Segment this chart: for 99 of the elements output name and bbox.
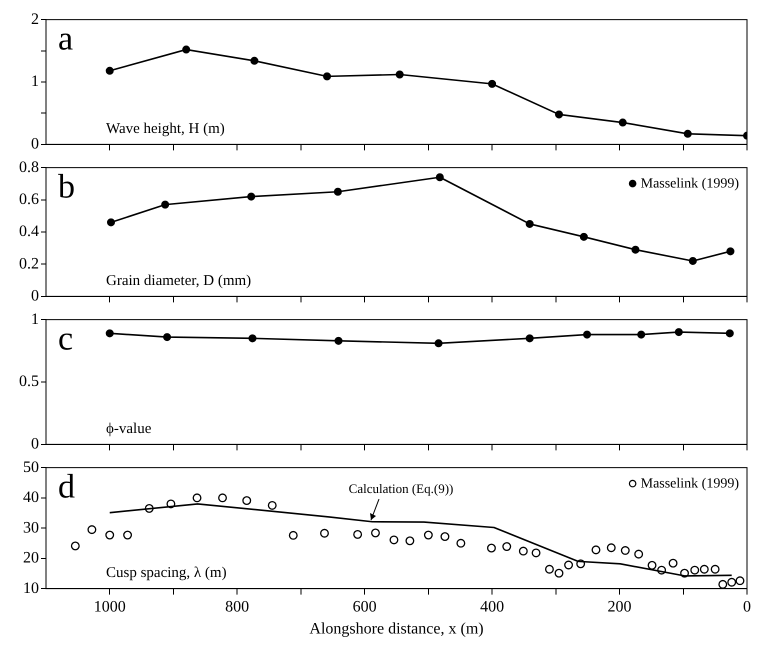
point <box>353 530 362 539</box>
point <box>726 329 734 338</box>
point <box>320 528 329 538</box>
point <box>631 246 640 254</box>
point <box>648 560 656 570</box>
point <box>123 530 132 540</box>
y-tick-label: 0 <box>31 436 39 453</box>
point <box>634 550 644 559</box>
y-tick-label: 0 <box>31 288 39 305</box>
point <box>405 536 414 546</box>
x-tick-label: 0 <box>743 598 751 616</box>
legend-label: Masselink (1999) <box>640 476 740 492</box>
point <box>726 247 734 256</box>
y-tick-label: 1 <box>31 310 39 328</box>
y-tick-label: 50 <box>23 458 39 476</box>
point <box>544 564 554 574</box>
legend-label: Masselink (1999) <box>640 176 740 192</box>
annotation: Cusp spacing, λ (m) <box>106 565 227 582</box>
x-axis-title: Alongshore distance, x (m) <box>309 620 484 638</box>
point <box>161 200 170 209</box>
y-tick-label: 0 <box>31 136 39 153</box>
chart-title: a <box>58 20 74 58</box>
point <box>668 558 678 568</box>
x-tick-label: 400 <box>480 598 504 616</box>
point <box>268 500 277 510</box>
point <box>488 80 496 88</box>
point <box>583 330 592 339</box>
point <box>580 232 588 241</box>
point <box>690 566 700 575</box>
y-tick-label: 30 <box>23 519 39 536</box>
point <box>592 545 600 554</box>
annotation: Grain diameter, D (mm) <box>106 272 252 289</box>
point <box>106 329 114 338</box>
point <box>620 546 630 555</box>
point <box>105 530 114 540</box>
point <box>710 564 720 574</box>
y-tick-label: 0.6 <box>19 191 39 208</box>
point <box>87 525 96 534</box>
y-tick-label: 20 <box>23 550 39 567</box>
point <box>532 548 541 558</box>
point <box>674 328 683 336</box>
point <box>526 334 534 342</box>
point <box>70 542 80 550</box>
y-tick-label: 0.2 <box>19 255 39 272</box>
y-tick-label: 1 <box>31 73 39 90</box>
point <box>618 118 627 127</box>
point <box>606 543 616 552</box>
point <box>396 70 404 79</box>
point <box>554 568 564 578</box>
point <box>440 532 450 542</box>
point <box>502 542 512 552</box>
y-tick-label: 0.4 <box>19 223 39 240</box>
point <box>288 530 298 540</box>
point <box>242 496 252 506</box>
x-tick-label: 1000 <box>94 598 126 616</box>
point <box>248 334 256 342</box>
point <box>684 130 692 138</box>
y-tick-label: 40 <box>23 489 39 506</box>
point <box>727 578 736 587</box>
y-tick-label: 10 <box>23 580 39 597</box>
chart-title: c <box>58 320 74 358</box>
point <box>700 564 709 574</box>
point <box>192 493 202 502</box>
point <box>163 333 172 342</box>
point <box>334 188 342 196</box>
y-tick-label: 2 <box>31 10 39 28</box>
point <box>518 546 528 556</box>
point <box>718 580 728 589</box>
point <box>247 192 256 201</box>
point <box>436 173 444 182</box>
point <box>637 330 646 339</box>
point <box>250 56 258 65</box>
point <box>736 576 744 586</box>
point <box>434 339 443 348</box>
annotation: ϕ-value <box>106 420 152 437</box>
point <box>107 218 115 226</box>
point <box>564 560 574 570</box>
y-tick-label: 0.8 <box>19 158 39 176</box>
point <box>456 538 466 548</box>
point <box>390 535 398 544</box>
annotation: Wave height, H (m) <box>106 120 225 137</box>
x-tick-label: 200 <box>608 598 632 616</box>
point <box>688 256 697 265</box>
point <box>218 493 227 502</box>
y-tick-label: 0.5 <box>19 373 39 390</box>
point <box>182 46 190 54</box>
chart-title: d <box>58 468 75 506</box>
x-tick-label: 600 <box>352 598 377 616</box>
point <box>106 66 114 75</box>
chart-title: b <box>58 168 75 206</box>
point <box>371 528 380 538</box>
point <box>334 336 343 345</box>
annotation: Calculation (Eq.(9)) <box>348 480 454 496</box>
x-tick-label: 800 <box>225 598 250 616</box>
point <box>555 110 564 118</box>
point <box>487 544 496 553</box>
point <box>526 220 534 228</box>
point <box>424 530 433 540</box>
point <box>323 72 332 80</box>
